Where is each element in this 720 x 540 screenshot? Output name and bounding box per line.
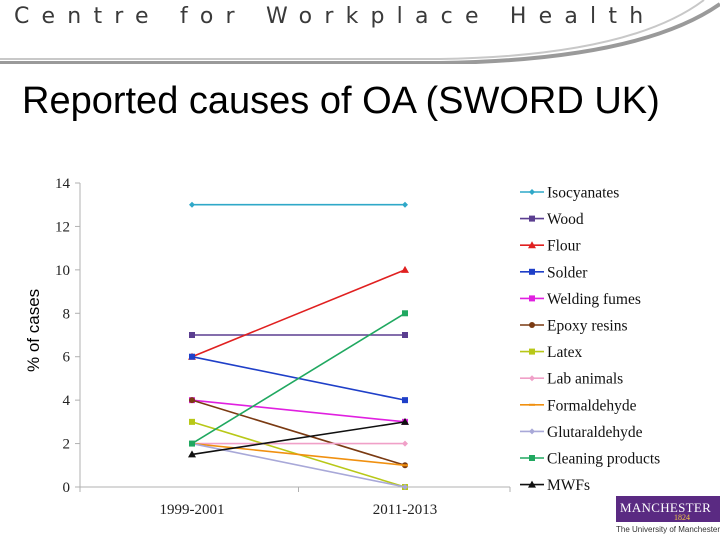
series-line-formaldehyde (191, 442, 406, 467)
y-tick-label: 6 (63, 350, 71, 366)
legend-marker-glutaraldehyde (529, 428, 535, 435)
logo-box (616, 496, 720, 522)
data-point-wood (402, 332, 408, 338)
legend-label-wood: Wood (547, 211, 584, 228)
x-tick-label: 2011-2013 (373, 502, 437, 518)
data-point-lab-animals (402, 440, 408, 447)
data-point-glutaraldehyde (402, 484, 408, 490)
legend-label-latex: Latex (547, 344, 583, 361)
legend-label-solder: Solder (547, 264, 588, 281)
data-point-solder (402, 397, 408, 404)
data-point-flour (401, 265, 409, 273)
data-point-cleaning-products (402, 310, 408, 317)
legend-label-mwfs: MWFs (547, 477, 590, 494)
legend-label-formaldehyde: Formaldehyde (547, 397, 637, 414)
x-tick-label: 1999-2001 (160, 502, 225, 518)
y-tick-label: 12 (55, 219, 70, 235)
logo-year: 1824 (674, 513, 690, 522)
university-logo: MANCHESTER 1824 The University of Manche… (612, 494, 720, 540)
legend-label-glutaraldehyde: Glutaraldehyde (547, 424, 643, 441)
y-tick-label: 2 (63, 437, 71, 453)
legend-marker-cleaning-products (529, 455, 535, 461)
logo-name: MANCHESTER (620, 500, 712, 515)
y-tick-label: 8 (63, 306, 71, 322)
legend-marker-welding-fumes (529, 295, 535, 302)
y-tick-label: 4 (63, 393, 71, 409)
legend-label-welding-fumes: Welding fumes (547, 291, 641, 308)
legend-marker-wood (529, 215, 535, 222)
data-point-isocyanates (402, 201, 408, 208)
data-point-mwfs (401, 417, 409, 425)
legend-marker-mwfs (528, 480, 536, 488)
banner-curve-decoration (0, 0, 720, 64)
series-line-glutaraldehyde (191, 442, 406, 488)
legend-marker-solder (529, 268, 535, 275)
data-point-isocyanates (189, 201, 195, 208)
y-tick-label: 14 (55, 176, 71, 192)
y-tick-label: 0 (63, 480, 71, 496)
series-line-cleaning-products (191, 312, 406, 445)
data-point-mwfs (188, 450, 196, 458)
legend-label-epoxy-resins: Epoxy resins (547, 318, 628, 335)
slide-title: Reported causes of OA (SWORD UK) (22, 80, 660, 122)
legend-label-isocyanates: Isocyanates (547, 185, 619, 202)
y-tick-label: 10 (55, 263, 70, 279)
legend-marker-epoxy-resins (529, 322, 535, 328)
data-point-latex (189, 418, 195, 425)
data-point-wood (189, 332, 195, 338)
banner-title: Centre for Workplace Health (14, 4, 656, 29)
data-point-epoxy-resins (189, 397, 195, 404)
legend-label-lab-animals: Lab animals (547, 371, 623, 388)
legend-marker-lab-animals (529, 375, 535, 382)
logo-subtitle: The University of Manchester (616, 525, 720, 534)
legend-label-cleaning-products: Cleaning products (547, 451, 660, 468)
series-line-welding-fumes (191, 399, 406, 423)
header-banner: Centre for Workplace Health (0, 0, 720, 64)
legend-marker-latex (529, 348, 535, 355)
data-point-solder (189, 353, 195, 360)
legend-marker-flour (528, 241, 536, 249)
legend-marker-isocyanates (529, 189, 535, 195)
series-line-mwfs (191, 421, 406, 456)
series-line-flour (191, 269, 406, 358)
legend-label-flour: Flour (547, 238, 581, 255)
data-point-cleaning-products (189, 440, 195, 447)
series-line-epoxy-resins (191, 399, 406, 467)
